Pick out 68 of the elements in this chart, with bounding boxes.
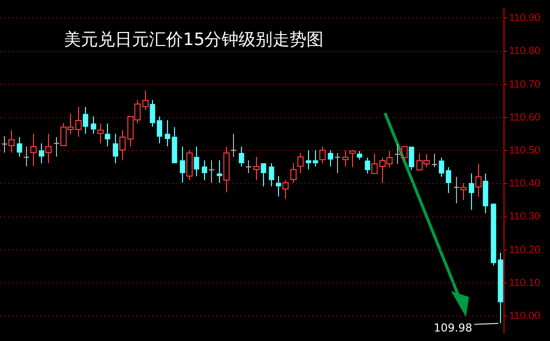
candlestick [394,144,401,164]
text: 美元兑日元汇价15分钟级别走势图 [64,29,324,51]
candlestick [498,252,504,324]
candlestick [1,136,8,154]
candlestick [319,146,326,164]
candlestick [349,150,356,168]
candlestick [194,146,200,177]
candlestick [446,166,452,194]
candlestick [16,136,22,158]
candlestick [475,163,482,198]
candlestick [408,146,414,171]
candlestick [82,106,88,134]
candlestick [45,133,52,164]
candlestick [438,157,444,178]
candlestick [156,116,162,144]
y-tick-label: 110.60 [509,111,540,124]
candlestick [260,163,266,187]
candlestick [104,122,110,147]
y-tick-label: 110.20 [509,244,540,256]
candlestick [364,157,370,174]
candlestick [276,176,282,197]
y-tick-label: 110.10 [509,276,540,289]
candlestick [482,172,488,214]
candlestick [202,160,208,181]
candlestick [90,116,96,134]
y-tick-label: 110.00 [509,310,540,322]
candlestick [356,150,362,160]
candlestick [8,130,15,154]
candlestick [245,160,252,174]
candlestick [208,160,215,184]
candlestick [38,142,44,164]
candlestick [23,146,30,167]
candlestick [468,172,474,210]
candlestick [75,106,82,138]
candlestick [460,182,467,200]
candlestick [490,204,496,266]
candlestick [119,130,126,160]
candlestick [230,133,237,158]
candlestick [282,180,289,200]
candlestick [328,150,334,168]
candlestick [30,133,37,167]
annotation: 109.98 [434,321,472,334]
y-tick-label: 110.70 [509,78,540,90]
candlestick [172,126,178,164]
y-tick-label: 110.30 [509,210,540,223]
candlestick [112,133,118,164]
candlestick [97,122,104,144]
candlestick [431,153,438,168]
y-tick-label: 110.40 [509,178,540,190]
y-tick-label: 110.90 [509,12,540,24]
candlestick [53,136,60,158]
y-tick-label: 110.80 [509,45,540,58]
candlestick [268,162,274,187]
candlestick [342,150,349,168]
candlestick [453,176,460,204]
candlestick [334,152,341,174]
candlestick [150,99,156,128]
candlestick [223,146,230,193]
candlestick [297,152,304,174]
candlestick [290,162,297,184]
candlestick [238,146,244,168]
candlestick [371,153,378,174]
candlestick [180,146,186,184]
candlestick [142,90,149,110]
y-tick-label: 110.50 [509,144,540,157]
candlestick [312,150,318,168]
candlestick [253,156,260,181]
candlestick [306,150,312,170]
